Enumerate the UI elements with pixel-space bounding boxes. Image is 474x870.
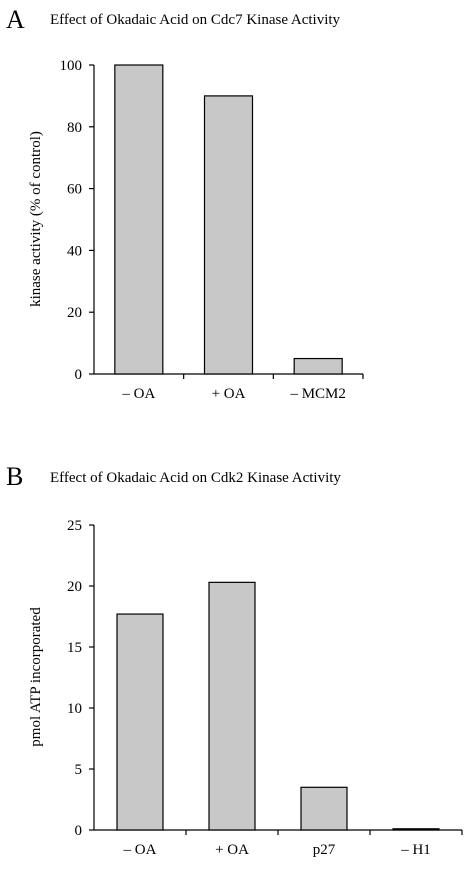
panel-a-y-tick-label: 60: [67, 182, 82, 198]
panel-b-bars: [116, 581, 440, 831]
panel-b-y-tick-label: 5: [75, 762, 83, 778]
panel-a-letter: A: [6, 5, 25, 34]
panel-b-category-label: p27: [313, 842, 336, 858]
panel-a-bar: [293, 357, 343, 375]
panel-a-category-label: – OA: [121, 386, 155, 402]
panel-a-y-tick-label: 0: [75, 367, 83, 383]
panel-a-y-tick-label: 40: [67, 243, 82, 259]
panel-a-category-label: + OA: [212, 386, 246, 402]
panel-b-bar: [300, 786, 348, 831]
panel-a-category-label: – MCM2: [289, 386, 345, 402]
panel-a-y-axis-label: kinase activity (% of control): [28, 131, 44, 307]
panel-b-bar: [116, 613, 164, 831]
panel-b-y-tick-label: 20: [67, 579, 82, 595]
panel-b-y-tick-label: 10: [67, 701, 82, 717]
panel-b-category-label: – OA: [123, 842, 157, 858]
panel-b-bar: [392, 828, 440, 831]
panel-b-category-label: + OA: [215, 842, 249, 858]
panel-a-bar: [203, 95, 254, 375]
panel-b-y-axis-label: pmol ATP incorporated: [28, 607, 44, 747]
panel-b-bar: [208, 581, 256, 831]
panel-b-title: Effect of Okadaic Acid on Cdk2 Kinase Ac…: [50, 470, 341, 486]
panel-a: A Effect of Okadaic Acid on Cdc7 Kinase …: [6, 5, 364, 402]
panel-b: B Effect of Okadaic Acid on Cdk2 Kinase …: [6, 462, 463, 858]
panel-b-y-tick-label: 15: [67, 640, 82, 656]
panel-a-title: Effect of Okadaic Acid on Cdc7 Kinase Ac…: [50, 12, 341, 28]
panel-a-y-tick-label: 80: [67, 120, 82, 136]
panel-b-y-ticks: 0 5 10 15 20 25: [67, 518, 94, 839]
panel-b-y-tick-label: 25: [67, 518, 82, 534]
panel-b-letter: B: [6, 462, 23, 491]
panel-a-y-tick-label: 100: [60, 58, 83, 74]
panel-b-category-label: – H1: [400, 842, 431, 858]
panel-a-y-tick-label: 20: [67, 305, 82, 321]
panel-a-bar: [114, 64, 164, 375]
panel-a-bars: [114, 64, 343, 375]
panel-b-x-categories: – OA + OA p27 – H1: [123, 830, 463, 858]
panel-a-x-categories: – OA + OA – MCM2: [121, 374, 364, 402]
panel-a-y-ticks: 0 20 40 60 80 100: [60, 58, 94, 383]
panel-b-y-tick-label: 0: [75, 823, 83, 839]
